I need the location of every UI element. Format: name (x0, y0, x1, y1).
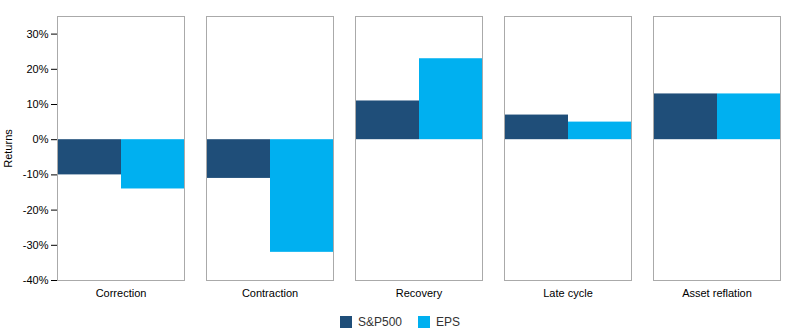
svg-text:-40%: -40% (23, 274, 49, 286)
svg-text:30%: 30% (26, 28, 48, 40)
svg-text:10%: 10% (26, 98, 48, 110)
svg-text:-30%: -30% (23, 239, 49, 251)
html-text:EPS: EPS (436, 315, 460, 329)
svg-text:-20%: -20% (23, 204, 49, 216)
svg-text:0%: 0% (33, 133, 49, 145)
svg-text:Correction: Correction (96, 287, 147, 299)
svg-text:Late cycle: Late cycle (543, 287, 593, 299)
svg-text:Asset reflation: Asset reflation (682, 287, 752, 299)
svg-text:20%: 20% (26, 63, 48, 75)
html-text:S&P500: S&P500 (358, 315, 402, 329)
svg-text:Recovery: Recovery (396, 287, 443, 299)
svg-text:Contraction: Contraction (242, 287, 298, 299)
svg-text:-10%: -10% (23, 168, 49, 180)
svg-text:Returns: Returns (2, 129, 14, 168)
